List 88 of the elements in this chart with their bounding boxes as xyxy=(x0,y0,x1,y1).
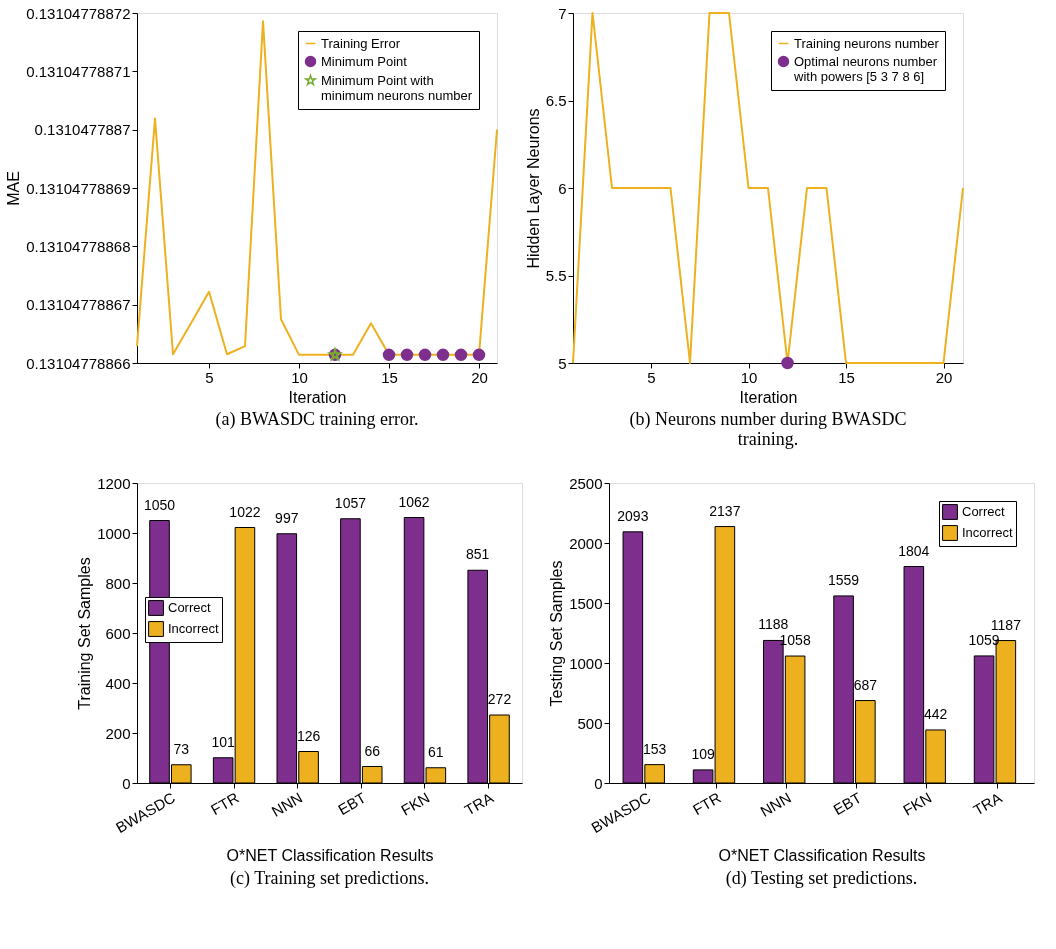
x-tick-label: 5 xyxy=(647,368,656,386)
y-tick-label: 0.1310477887 xyxy=(34,121,131,139)
y-tick-label: 7 xyxy=(558,4,567,22)
x-tick-label: 15 xyxy=(838,368,855,386)
y-tick-label: 2500 xyxy=(569,474,603,492)
legend-label: Minimum Point with minimum neurons number xyxy=(321,72,473,103)
data-label: 61 xyxy=(428,743,444,760)
data-label: 687 xyxy=(853,676,878,693)
legend-label: Correct xyxy=(962,504,1006,519)
y-tick-label: 0.13104778867 xyxy=(26,296,131,314)
y-tick-label: 1000 xyxy=(97,524,131,542)
data-label: 2137 xyxy=(709,502,741,519)
x-tick-label: TRA xyxy=(970,788,1005,819)
y-tick-label: 2000 xyxy=(569,534,603,552)
text: (b) Neurons number during BWASDC training. xyxy=(629,409,907,449)
legend-label: Training Error xyxy=(321,35,401,51)
y-tick-label: 0 xyxy=(122,774,131,792)
text: (c) Training set predictions. xyxy=(230,867,429,889)
y-tick-label: 6.5 xyxy=(545,92,567,109)
data-label: 2093 xyxy=(617,507,649,524)
x-axis-title: Iteration xyxy=(288,388,347,406)
data-label: 442 xyxy=(923,705,948,722)
legend-label: Training neurons number xyxy=(794,35,940,51)
x-tick-label: FTR xyxy=(689,788,724,819)
x-tick-label: NNN xyxy=(268,788,306,820)
x-tick-label: FKN xyxy=(899,788,935,819)
data-label: 1062 xyxy=(398,493,430,510)
y-tick-label: 6 xyxy=(558,179,567,197)
y-tick-label: 1000 xyxy=(569,654,603,672)
data-label: 851 xyxy=(466,546,490,563)
x-tick-label: EBT xyxy=(335,788,369,819)
y-tick-label: 5.5 xyxy=(545,267,567,284)
x-tick-label: NNN xyxy=(757,788,794,820)
data-label: 1057 xyxy=(334,494,367,511)
data-label: 73 xyxy=(173,740,190,757)
y-axis-title: Testing Set Samples xyxy=(548,560,566,707)
data-label: 1059 xyxy=(968,631,1000,648)
y-axis-title: Training Set Samples xyxy=(76,557,94,710)
x-axis-title: O*NET Classification Results xyxy=(718,847,926,865)
legend-label: Correct xyxy=(168,600,212,615)
data-label: 1804 xyxy=(898,542,930,559)
data-label: 1058 xyxy=(779,632,811,649)
y-tick-label: 0.13104778872 xyxy=(26,4,131,22)
legend-label: Incorrect xyxy=(168,621,219,636)
data-label: 109 xyxy=(691,745,715,762)
data-label: 126 xyxy=(296,727,321,744)
legend-label: Minimum Point xyxy=(321,53,408,69)
y-tick-label: 400 xyxy=(105,674,131,692)
y-tick-label: 5 xyxy=(558,354,567,372)
y-tick-label: 1200 xyxy=(97,474,131,492)
data-label: 1050 xyxy=(143,496,176,513)
data-label: 272 xyxy=(487,691,512,707)
y-tick-label: 200 xyxy=(105,724,131,742)
x-tick-label: 10 xyxy=(740,368,758,386)
x-tick-label: FKN xyxy=(397,788,433,819)
x-axis-title: O*NET Classification Results xyxy=(226,847,434,865)
y-tick-label: 0.13104778869 xyxy=(26,179,131,197)
text: (a) BWASDC training error. xyxy=(215,409,419,430)
y-tick-label: 500 xyxy=(577,714,603,732)
legend-label: Incorrect xyxy=(962,525,1013,540)
x-tick-label: FTR xyxy=(207,788,242,819)
x-axis-title: Iteration xyxy=(739,388,798,406)
data-label: 1188 xyxy=(758,616,789,633)
y-axis-title: MAE xyxy=(5,171,23,206)
y-tick-label: 600 xyxy=(105,624,131,642)
x-tick-label: 15 xyxy=(381,368,398,386)
x-tick-label: TRA xyxy=(461,788,497,819)
x-tick-label: 10 xyxy=(291,368,308,386)
y-tick-label: 1500 xyxy=(569,594,603,612)
y-axis-title: Hidden Layer Neurons xyxy=(524,108,542,269)
data-label: 997 xyxy=(275,509,299,526)
data-label: 101 xyxy=(211,733,236,750)
data-label: 1022 xyxy=(229,503,261,520)
text: (d) Testing set predictions. xyxy=(725,867,918,889)
data-label: 153 xyxy=(642,740,667,757)
y-tick-label: 0.13104778866 xyxy=(26,354,131,372)
data-label: 66 xyxy=(364,742,381,759)
y-tick-label: 800 xyxy=(105,574,131,592)
x-tick-label: 20 xyxy=(935,368,953,386)
x-tick-label: 20 xyxy=(471,368,488,386)
legend-label: Optimal neurons number with powers [5 3 7 8 6] xyxy=(793,53,938,84)
data-label: 1559 xyxy=(828,571,860,588)
y-tick-label: 0 xyxy=(594,774,603,792)
y-tick-label: 0.13104778868 xyxy=(26,237,131,255)
x-tick-label: EBT xyxy=(830,788,865,819)
y-tick-label: 0.13104778871 xyxy=(26,62,131,80)
x-tick-label: 5 xyxy=(205,368,214,386)
data-label: 1187 xyxy=(990,616,1022,633)
